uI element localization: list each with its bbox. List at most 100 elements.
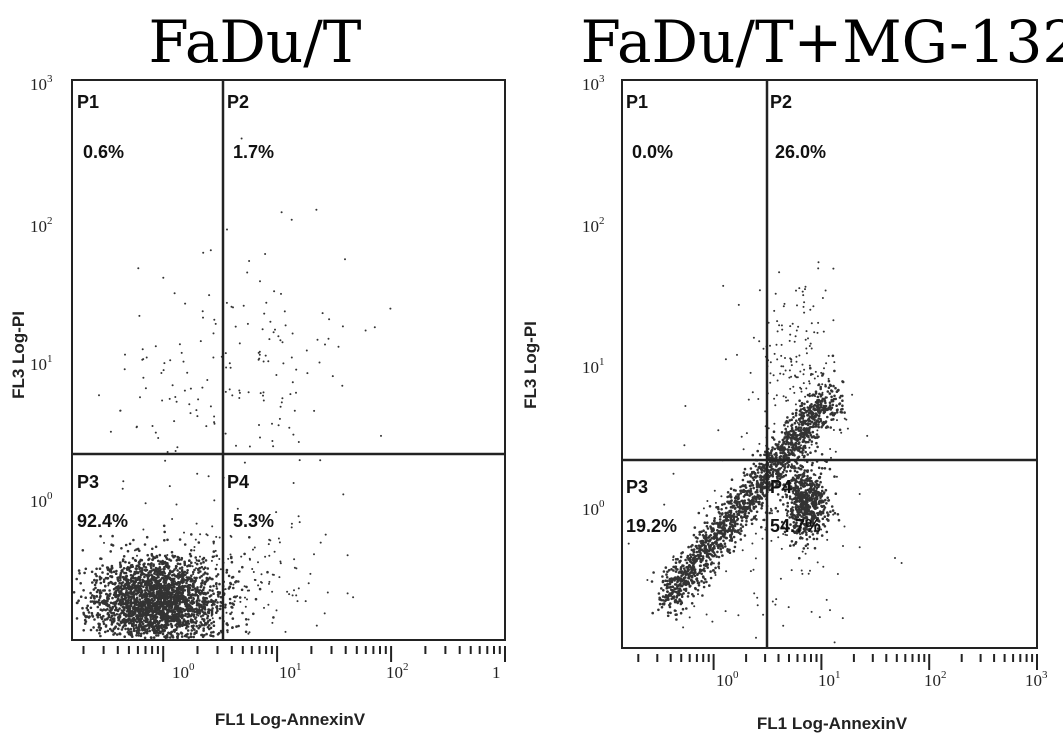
event-point: [76, 601, 79, 605]
event-point: [128, 569, 131, 573]
event-point: [709, 558, 712, 561]
event-point: [231, 394, 234, 397]
event-point: [687, 568, 690, 571]
event-point: [166, 583, 170, 587]
event-point: [706, 521, 709, 524]
event-point: [224, 603, 227, 607]
event-point: [95, 574, 98, 578]
event-point: [185, 576, 189, 579]
event-point: [760, 507, 763, 510]
event-point: [141, 596, 144, 600]
event-point: [178, 611, 181, 615]
event-point: [823, 515, 827, 518]
event-point: [168, 397, 171, 400]
event-point: [154, 431, 157, 434]
event-point: [758, 497, 761, 501]
event-point: [676, 585, 679, 588]
event-point: [675, 613, 678, 616]
event-point: [828, 404, 832, 407]
event-point: [703, 569, 706, 573]
event-point: [674, 567, 678, 570]
event-point: [183, 389, 186, 392]
event-point: [757, 500, 760, 504]
event-point: [805, 538, 809, 541]
event-point: [324, 343, 326, 346]
event-point: [674, 561, 678, 564]
event-point: [174, 592, 178, 595]
event-point: [171, 384, 174, 387]
event-point: [306, 372, 309, 375]
event-point: [165, 620, 169, 624]
event-point: [323, 612, 326, 615]
event-point: [821, 485, 824, 489]
event-point: [286, 590, 289, 593]
event-point: [206, 591, 209, 595]
event-point: [834, 386, 837, 390]
event-point: [248, 557, 251, 560]
event-point: [836, 513, 840, 516]
event-point: [772, 438, 776, 441]
event-point: [155, 611, 159, 614]
event-point: [240, 137, 243, 140]
event-point: [171, 619, 175, 623]
event-point: [119, 564, 123, 568]
event-point: [185, 626, 188, 630]
event-point: [288, 426, 291, 429]
event-point: [258, 357, 261, 360]
event-point: [780, 473, 783, 476]
event-point: [786, 505, 789, 508]
event-point: [215, 554, 218, 558]
event-point: [687, 591, 690, 595]
event-point: [83, 571, 86, 575]
event-point: [245, 623, 248, 626]
event-point: [178, 625, 182, 628]
event-point: [166, 554, 169, 556]
event-point: [826, 415, 829, 419]
event-point: [684, 558, 687, 562]
event-point: [158, 613, 162, 616]
event-point: [190, 599, 194, 602]
event-point: [816, 445, 819, 449]
event-point: [156, 628, 160, 632]
event-point: [197, 398, 200, 401]
event-point: [198, 576, 202, 579]
event-point: [95, 629, 99, 632]
event-point: [277, 537, 280, 540]
event-point: [155, 580, 159, 584]
event-point: [186, 629, 190, 632]
event-point: [732, 504, 736, 508]
event-point: [193, 549, 196, 552]
event-point: [134, 559, 138, 562]
event-point: [194, 538, 197, 541]
event-point: [116, 608, 120, 612]
event-point: [666, 614, 670, 618]
event-point: [77, 599, 80, 602]
event-point: [783, 468, 786, 472]
event-point: [295, 391, 297, 394]
event-point: [203, 623, 206, 627]
event-point: [109, 618, 112, 622]
event-point: [212, 540, 215, 544]
event-point: [808, 476, 812, 480]
event-point: [141, 348, 144, 351]
event-point: [154, 601, 158, 605]
event-point: [179, 601, 182, 604]
event-point: [749, 500, 753, 504]
event-point: [142, 601, 146, 604]
event-point: [215, 585, 218, 588]
event-point: [747, 506, 750, 510]
event-point: [717, 555, 721, 559]
event-point: [790, 466, 794, 469]
event-point: [213, 421, 216, 424]
event-point: [195, 522, 198, 525]
event-point: [108, 589, 111, 592]
event-point: [167, 590, 170, 593]
event-point: [733, 501, 736, 504]
event-point: [185, 600, 189, 603]
event-point: [127, 613, 131, 616]
event-point: [202, 618, 206, 621]
event-point: [141, 604, 143, 607]
event-point: [843, 411, 846, 414]
quadrant-label-p4: P4: [227, 472, 249, 492]
event-point: [201, 579, 204, 582]
